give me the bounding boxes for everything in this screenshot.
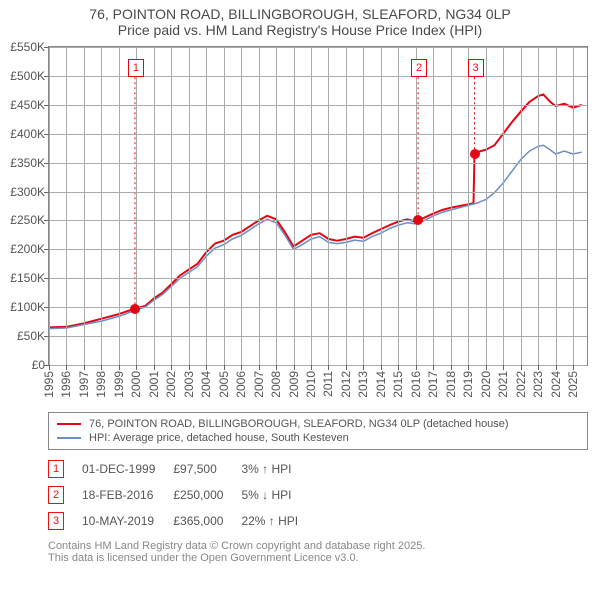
x-tick-label: 2013 [356,371,370,398]
x-tick-label: 2000 [129,371,143,398]
y-tick-label: £100K [10,300,45,314]
event-box-3: 3 [468,59,484,77]
y-tick-label: £150K [10,271,45,285]
event-marker-2: 2 [48,486,64,504]
event-price-2: £250,000 [173,482,241,508]
x-tick-label: 2014 [374,371,388,398]
event-dot-2 [413,215,423,225]
title-line-1: 76, POINTON ROAD, BILLINGBOROUGH, SLEAFO… [0,6,600,22]
footer-line-2: This data is licensed under the Open Gov… [48,552,588,564]
event-delta-2: 5% ↓ HPI [241,482,316,508]
x-tick-label: 2005 [217,371,231,398]
event-delta-3: 22% ↑ HPI [241,508,316,534]
x-tick-label: 2007 [252,371,266,398]
x-tick-label: 2023 [531,371,545,398]
x-tick-label: 2011 [321,371,335,397]
event-marker-3: 3 [48,512,64,530]
x-tick-label: 2022 [514,371,528,398]
x-tick-label: 2008 [269,371,283,398]
legend-label-2: HPI: Average price, detached house, Sout… [89,432,349,444]
x-tick-label: 2018 [444,371,458,398]
y-tick-label: £500K [10,69,45,83]
event-box-1: 1 [128,59,144,77]
event-row-3: 3 10-MAY-2019 £365,000 22% ↑ HPI [48,508,316,534]
x-tick-label: 2010 [304,371,318,398]
plot-area: £0£50K£100K£150K£200K£250K£300K£350K£400… [48,46,588,366]
chart-container: 76, POINTON ROAD, BILLINGBOROUGH, SLEAFO… [0,0,600,564]
legend-item-1: 76, POINTON ROAD, BILLINGBOROUGH, SLEAFO… [57,417,579,431]
legend: 76, POINTON ROAD, BILLINGBOROUGH, SLEAFO… [48,412,588,450]
legend-swatch-2 [57,437,81,439]
y-tick-label: £300K [10,185,45,199]
x-tick-label: 2002 [164,371,178,398]
series-price_paid [49,94,582,327]
x-tick-label: 2009 [287,371,301,398]
legend-item-2: HPI: Average price, detached house, Sout… [57,431,579,445]
event-date-2: 18-FEB-2016 [82,482,173,508]
event-row-2: 2 18-FEB-2016 £250,000 5% ↓ HPI [48,482,316,508]
event-dot-3 [470,149,480,159]
series-hpi [49,145,582,328]
event-box-2: 2 [411,59,427,77]
y-tick-label: £450K [10,98,45,112]
x-tick-label: 2019 [461,371,475,398]
plot-svg [49,47,587,365]
x-tick-label: 2016 [409,371,423,398]
footer: Contains HM Land Registry data © Crown c… [48,540,588,564]
x-tick-label: 2003 [182,371,196,398]
footer-line-1: Contains HM Land Registry data © Crown c… [48,540,588,552]
y-tick-label: £50K [17,329,45,343]
y-tick-label: £350K [10,156,45,170]
x-tick-label: 1996 [59,371,73,398]
event-dot-1 [130,304,140,314]
legend-swatch-1 [57,423,81,425]
x-tick-label: 1995 [42,371,56,398]
x-tick-label: 2025 [566,371,580,398]
event-date-1: 01-DEC-1999 [82,456,173,482]
chart-title: 76, POINTON ROAD, BILLINGBOROUGH, SLEAFO… [0,0,600,38]
events-table: 1 01-DEC-1999 £97,500 3% ↑ HPI 2 18-FEB-… [48,456,316,534]
x-tick-label: 2012 [339,371,353,398]
x-tick-label: 2015 [391,371,405,398]
legend-label-1: 76, POINTON ROAD, BILLINGBOROUGH, SLEAFO… [89,418,509,430]
event-delta-1: 3% ↑ HPI [241,456,316,482]
x-tick-label: 1997 [77,371,91,398]
y-tick-label: £400K [10,127,45,141]
x-tick-label: 2024 [549,371,563,398]
y-tick-label: £200K [10,242,45,256]
event-marker-1: 1 [48,460,64,478]
x-tick-label: 2006 [234,371,248,398]
y-tick-label: £250K [10,213,45,227]
y-tick-label: £550K [10,40,45,54]
x-tick-label: 2001 [147,371,161,398]
event-row-1: 1 01-DEC-1999 £97,500 3% ↑ HPI [48,456,316,482]
event-price-3: £365,000 [173,508,241,534]
x-tick-label: 1998 [94,371,108,398]
x-tick-label: 1999 [112,371,126,398]
event-price-1: £97,500 [173,456,241,482]
x-tick-label: 2020 [479,371,493,398]
x-tick-label: 2021 [496,371,510,398]
title-line-2: Price paid vs. HM Land Registry's House … [0,22,600,38]
event-date-3: 10-MAY-2019 [82,508,173,534]
x-tick-label: 2004 [199,371,213,398]
x-tick-label: 2017 [426,371,440,398]
